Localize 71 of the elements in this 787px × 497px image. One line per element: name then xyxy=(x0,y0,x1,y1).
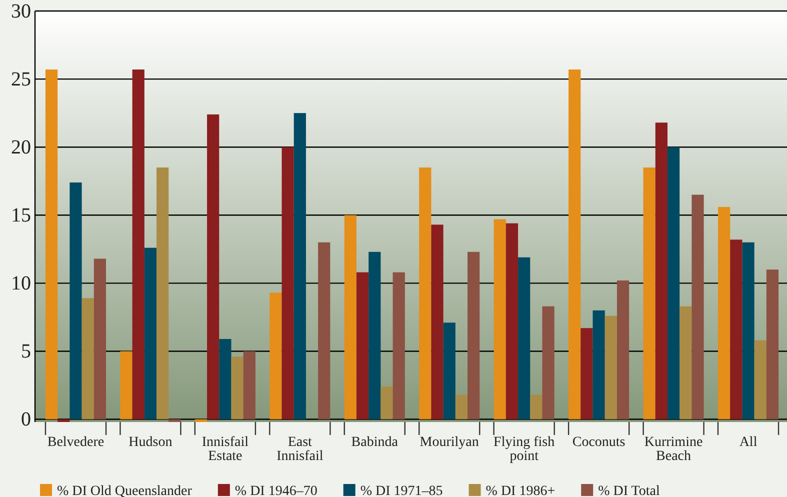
x-tick-label: Flying fish point xyxy=(494,435,555,464)
y-tick-label: 30 xyxy=(11,0,31,22)
bar xyxy=(754,340,766,420)
bar xyxy=(431,224,444,420)
bar xyxy=(392,272,405,420)
bar xyxy=(194,419,208,422)
bar xyxy=(368,252,381,420)
bar xyxy=(270,292,282,420)
bar xyxy=(616,280,630,420)
x-tick-label: Belvedere xyxy=(47,435,104,450)
y-tick-label: 25 xyxy=(11,68,31,90)
x-tick-label: Mourilyan xyxy=(420,435,479,450)
bar xyxy=(219,338,232,420)
legend-label: % DI Old Queenslander xyxy=(57,484,192,497)
bar xyxy=(243,351,256,420)
bar xyxy=(380,386,393,420)
bar xyxy=(667,147,680,420)
bar xyxy=(494,219,506,420)
x-tick-label: Hudson xyxy=(128,435,172,450)
bar xyxy=(568,70,581,420)
bar xyxy=(530,394,542,420)
x-tick-label: Babinda xyxy=(351,435,399,450)
bar xyxy=(542,306,554,420)
bar xyxy=(94,258,106,420)
bar xyxy=(356,272,369,420)
bar xyxy=(680,306,692,420)
bar xyxy=(692,194,704,420)
bar xyxy=(506,223,518,420)
y-tick-label: 10 xyxy=(11,272,31,295)
bar xyxy=(730,240,742,420)
bar xyxy=(120,351,132,420)
x-tick-label: All xyxy=(739,435,758,450)
bar xyxy=(604,316,617,420)
y-tick-label: 5 xyxy=(21,340,31,363)
bar xyxy=(518,257,530,420)
y-tick-label: 20 xyxy=(11,136,31,158)
x-tick-label: East Innisfail xyxy=(276,435,324,464)
bar xyxy=(655,122,668,420)
legend-label: % DI 1986+ xyxy=(486,484,556,497)
x-tick-label: Kurrimine Beach xyxy=(644,435,703,464)
bar xyxy=(58,419,70,422)
bar xyxy=(742,242,754,420)
x-tick-label: Coconuts xyxy=(572,435,626,450)
bar xyxy=(580,328,593,420)
x-tick-label: Innisfail Estate xyxy=(202,435,249,464)
legend-label: % DI 1971–85 xyxy=(360,484,443,497)
bar xyxy=(282,147,294,420)
y-tick-label: 15 xyxy=(11,204,31,227)
y-tick-label: 0 xyxy=(21,408,31,431)
bar xyxy=(156,168,169,420)
bar xyxy=(468,252,480,420)
bar xyxy=(70,182,82,420)
bar xyxy=(455,394,468,420)
bar xyxy=(318,242,330,420)
bar xyxy=(82,298,94,420)
bar xyxy=(592,310,605,420)
legend-label: % DI 1946–70 xyxy=(234,484,318,497)
bar xyxy=(643,168,656,420)
bar xyxy=(168,419,181,422)
bar xyxy=(419,168,432,420)
bar xyxy=(231,356,244,420)
bar xyxy=(294,113,306,420)
bar xyxy=(344,215,356,420)
bar xyxy=(132,70,144,420)
legend-label: % DI Total xyxy=(598,484,660,497)
bar xyxy=(144,248,157,420)
bar xyxy=(766,270,779,420)
bar xyxy=(207,114,220,420)
bar xyxy=(45,70,58,420)
bar xyxy=(443,322,456,420)
bar xyxy=(718,206,730,420)
